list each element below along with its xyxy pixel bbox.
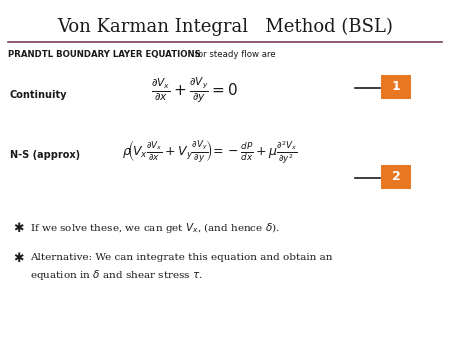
Text: Von Karman Integral   Method (BSL): Von Karman Integral Method (BSL)	[57, 18, 393, 36]
Text: 1: 1	[392, 80, 400, 94]
Text: Continuity: Continuity	[10, 90, 68, 100]
Text: PRANDTL BOUNDARY LAYER EQUATIONS: PRANDTL BOUNDARY LAYER EQUATIONS	[8, 50, 201, 59]
Text: for steady flow are: for steady flow are	[192, 50, 275, 59]
Text: If we solve these, we can get $V_x$, (and hence $\delta$).: If we solve these, we can get $V_x$, (an…	[30, 221, 280, 235]
Text: 2: 2	[392, 170, 400, 184]
Text: ✱: ✱	[13, 251, 23, 265]
Text: N-S (approx): N-S (approx)	[10, 150, 80, 160]
Text: $\rho\!\left(\!V_x\frac{\partial V_x}{\partial x}+V_y\frac{\partial V_y}{\partia: $\rho\!\left(\!V_x\frac{\partial V_x}{\p…	[122, 138, 297, 166]
Text: $\frac{\partial V_x}{\partial x} + \frac{\partial V_y}{\partial y} = 0$: $\frac{\partial V_x}{\partial x} + \frac…	[152, 75, 238, 105]
Text: ✱: ✱	[13, 221, 23, 235]
Text: equation in $\delta$ and shear stress $\tau$.: equation in $\delta$ and shear stress $\…	[30, 268, 203, 282]
FancyBboxPatch shape	[381, 75, 411, 99]
FancyBboxPatch shape	[381, 165, 411, 189]
Text: Alternative: We can integrate this equation and obtain an: Alternative: We can integrate this equat…	[30, 254, 333, 263]
